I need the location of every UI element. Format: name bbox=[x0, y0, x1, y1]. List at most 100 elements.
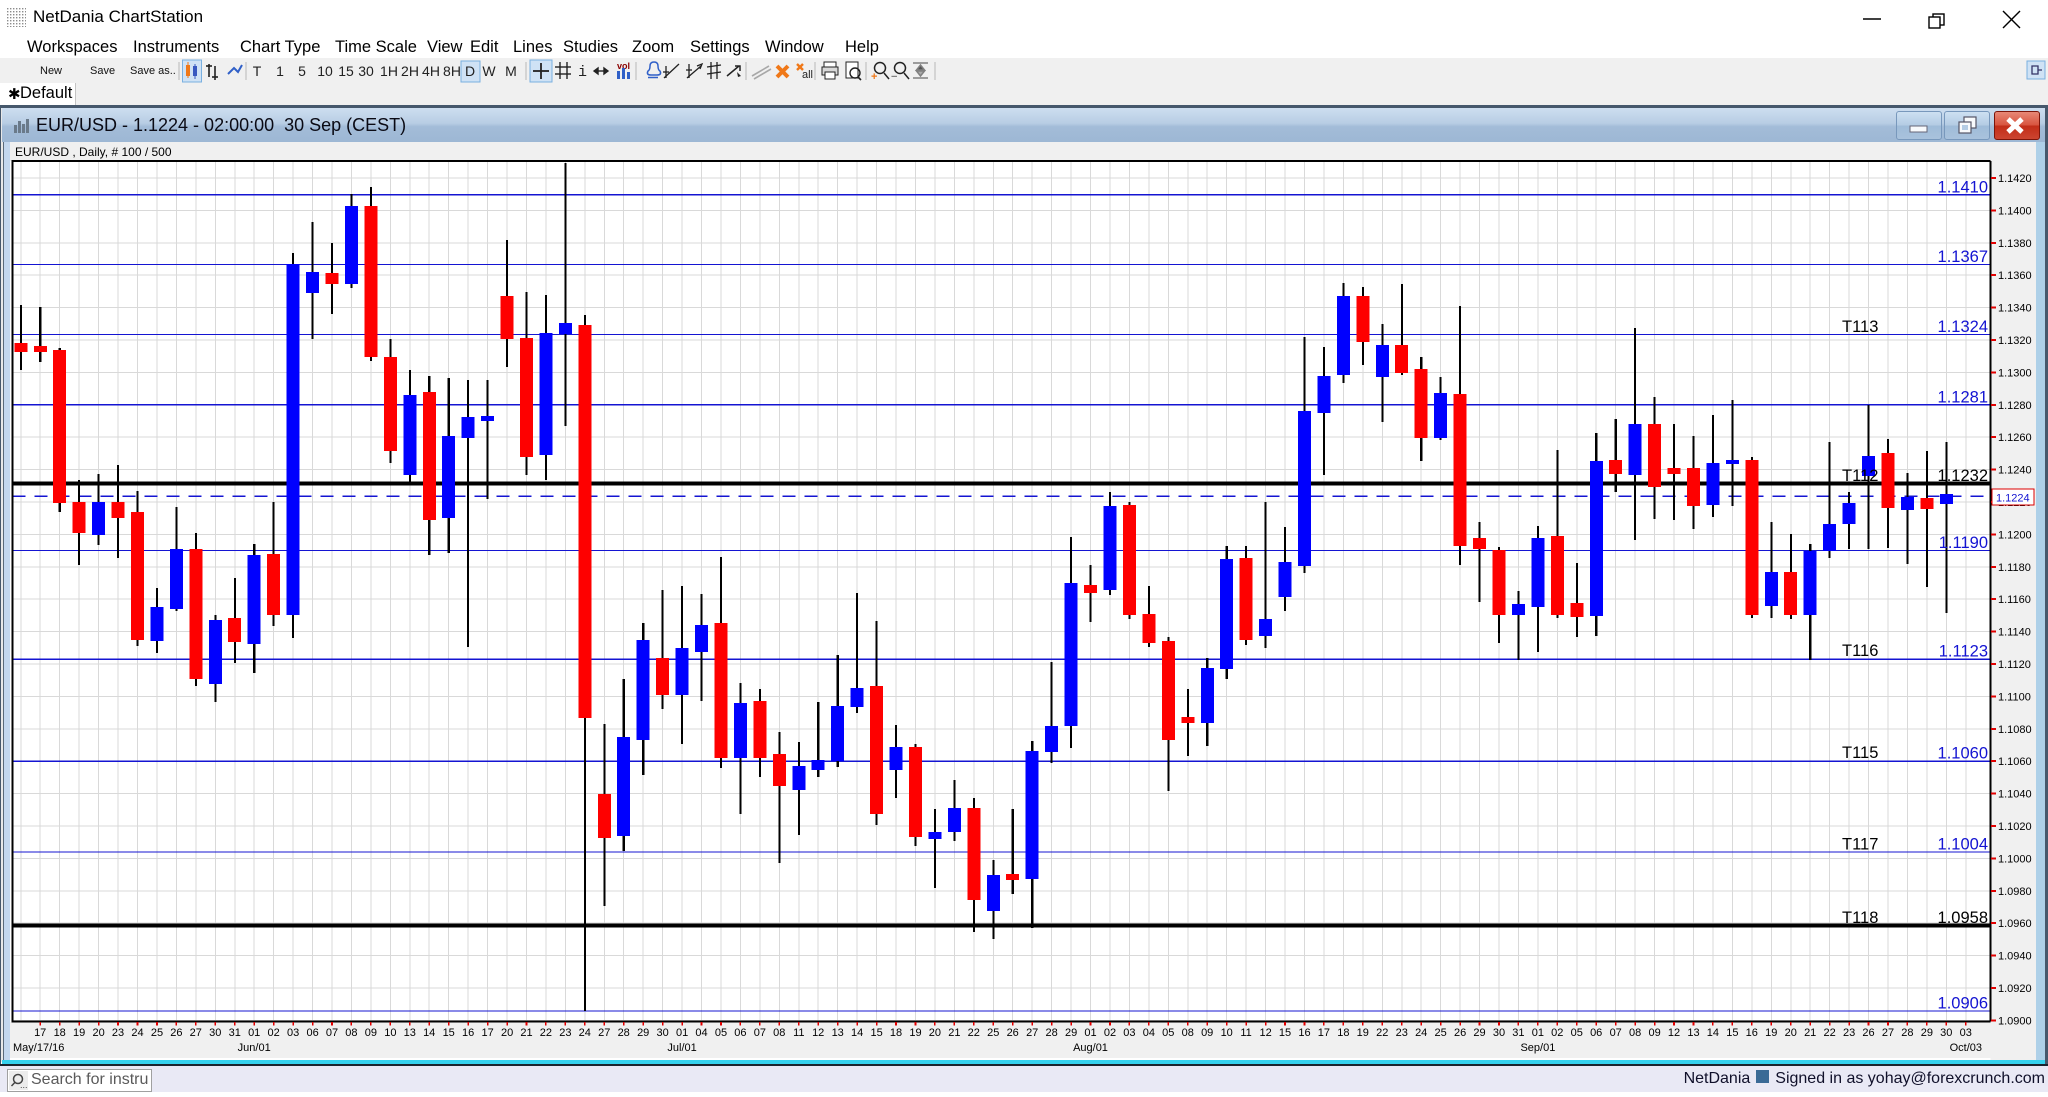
svg-text:T: T bbox=[253, 63, 262, 79]
svg-text:2H: 2H bbox=[401, 63, 419, 79]
svg-text:20: 20 bbox=[929, 1027, 941, 1039]
svg-text:13: 13 bbox=[404, 1027, 416, 1039]
svg-text:13: 13 bbox=[1687, 1027, 1699, 1039]
svg-text:30: 30 bbox=[1940, 1027, 1952, 1039]
svg-text:19: 19 bbox=[1357, 1027, 1369, 1039]
svg-text:21: 21 bbox=[1804, 1027, 1816, 1039]
svg-text:09: 09 bbox=[1201, 1027, 1213, 1039]
svg-text:1.0906: 1.0906 bbox=[1938, 995, 1988, 1013]
svg-text:1.1040: 1.1040 bbox=[1998, 789, 2032, 801]
svg-text:1.1180: 1.1180 bbox=[1998, 562, 2031, 574]
svg-text:10: 10 bbox=[1221, 1027, 1233, 1039]
svg-text:1.1200: 1.1200 bbox=[1998, 529, 2032, 541]
svg-text:08: 08 bbox=[1629, 1027, 1641, 1039]
svg-text:04: 04 bbox=[695, 1027, 707, 1039]
svg-text:1.1000: 1.1000 bbox=[1998, 853, 2032, 865]
svg-text:1.0900: 1.0900 bbox=[1998, 1015, 2032, 1027]
svg-text:15: 15 bbox=[1726, 1027, 1738, 1039]
svg-text:+: + bbox=[871, 71, 877, 83]
svg-text:15: 15 bbox=[338, 63, 354, 79]
svg-text:1.1280: 1.1280 bbox=[1998, 400, 2032, 412]
svg-text:22: 22 bbox=[540, 1027, 552, 1039]
svg-text:05: 05 bbox=[1571, 1027, 1583, 1039]
svg-text:27: 27 bbox=[1882, 1027, 1894, 1039]
svg-text:12: 12 bbox=[1259, 1027, 1271, 1039]
svg-text:T116: T116 bbox=[1842, 642, 1878, 660]
svg-text:1.1120: 1.1120 bbox=[1998, 659, 2031, 671]
svg-text:21: 21 bbox=[520, 1027, 532, 1039]
svg-text:1.1080: 1.1080 bbox=[1998, 724, 2032, 736]
svg-text:26: 26 bbox=[170, 1027, 182, 1039]
svg-text:03: 03 bbox=[1960, 1027, 1972, 1039]
svg-text:08: 08 bbox=[345, 1027, 357, 1039]
svg-text:10: 10 bbox=[384, 1027, 396, 1039]
svg-text:21: 21 bbox=[948, 1027, 960, 1039]
svg-text:Oct/03: Oct/03 bbox=[1950, 1042, 1982, 1054]
svg-text:−: − bbox=[891, 71, 897, 83]
svg-text:22: 22 bbox=[968, 1027, 980, 1039]
svg-text:20: 20 bbox=[92, 1027, 104, 1039]
svg-text:1.1190: 1.1190 bbox=[1939, 534, 1988, 552]
svg-text:vol: vol bbox=[617, 61, 630, 71]
svg-text:08: 08 bbox=[1182, 1027, 1194, 1039]
svg-text:29: 29 bbox=[1065, 1027, 1077, 1039]
svg-text:30: 30 bbox=[358, 63, 374, 79]
svg-text:26: 26 bbox=[1007, 1027, 1019, 1039]
svg-text:29: 29 bbox=[1473, 1027, 1485, 1039]
svg-text:27: 27 bbox=[598, 1027, 610, 1039]
svg-text:T113: T113 bbox=[1842, 318, 1878, 336]
svg-text:19: 19 bbox=[1765, 1027, 1777, 1039]
svg-text:06: 06 bbox=[1590, 1027, 1602, 1039]
svg-text:T112: T112 bbox=[1842, 467, 1878, 485]
svg-text:19: 19 bbox=[909, 1027, 921, 1039]
svg-text:23: 23 bbox=[1396, 1027, 1408, 1039]
svg-text:24: 24 bbox=[579, 1027, 591, 1039]
svg-text:1.1060: 1.1060 bbox=[1998, 756, 2032, 768]
svg-text:1.0980: 1.0980 bbox=[1998, 886, 2032, 898]
svg-text:4H: 4H bbox=[422, 63, 440, 79]
svg-text:1.1123: 1.1123 bbox=[1939, 643, 1988, 661]
svg-text:11: 11 bbox=[1240, 1027, 1251, 1039]
svg-text:03: 03 bbox=[1123, 1027, 1135, 1039]
svg-text:1.1300: 1.1300 bbox=[1998, 367, 2032, 379]
svg-text:M: M bbox=[505, 63, 517, 79]
svg-text:1.1160: 1.1160 bbox=[1998, 594, 2031, 606]
svg-text:08: 08 bbox=[773, 1027, 785, 1039]
svg-text:T115: T115 bbox=[1842, 744, 1878, 762]
svg-text:14: 14 bbox=[851, 1027, 863, 1039]
svg-text:31: 31 bbox=[229, 1027, 241, 1039]
svg-text:17: 17 bbox=[34, 1027, 46, 1039]
svg-text:1.1324: 1.1324 bbox=[1938, 318, 1988, 336]
svg-text:T118: T118 bbox=[1842, 909, 1878, 927]
svg-text:1.1140: 1.1140 bbox=[1998, 627, 2031, 639]
svg-text:1.0940: 1.0940 bbox=[1998, 951, 2032, 963]
svg-text:13: 13 bbox=[832, 1027, 844, 1039]
svg-text:D: D bbox=[465, 63, 475, 79]
svg-text:22: 22 bbox=[1376, 1027, 1388, 1039]
svg-text:04: 04 bbox=[1143, 1027, 1155, 1039]
svg-text:1.1360: 1.1360 bbox=[1998, 270, 2032, 282]
svg-text:1.1224: 1.1224 bbox=[1996, 493, 2030, 505]
svg-text:1.0958: 1.0958 bbox=[1938, 909, 1988, 927]
svg-text:Jul/01: Jul/01 bbox=[667, 1042, 696, 1054]
svg-text:1.1020: 1.1020 bbox=[1998, 821, 2032, 833]
svg-text:all: all bbox=[802, 69, 813, 81]
svg-text:1.1420: 1.1420 bbox=[1998, 173, 2032, 185]
svg-text:28: 28 bbox=[1045, 1027, 1057, 1039]
svg-text:T117: T117 bbox=[1842, 836, 1878, 854]
svg-text:14: 14 bbox=[1707, 1027, 1719, 1039]
svg-text:18: 18 bbox=[54, 1027, 66, 1039]
svg-text:15: 15 bbox=[870, 1027, 882, 1039]
svg-text:15: 15 bbox=[443, 1027, 455, 1039]
svg-text:01: 01 bbox=[248, 1027, 260, 1039]
svg-text:30: 30 bbox=[1493, 1027, 1505, 1039]
svg-text:01: 01 bbox=[1532, 1027, 1544, 1039]
svg-text:23: 23 bbox=[559, 1027, 571, 1039]
svg-text:10: 10 bbox=[317, 63, 333, 79]
svg-text:25: 25 bbox=[987, 1027, 999, 1039]
svg-text:18: 18 bbox=[1337, 1027, 1349, 1039]
svg-text:1.1320: 1.1320 bbox=[1998, 335, 2032, 347]
svg-text:1.0920: 1.0920 bbox=[1998, 983, 2032, 995]
svg-text:30: 30 bbox=[209, 1027, 221, 1039]
svg-text:27: 27 bbox=[190, 1027, 202, 1039]
